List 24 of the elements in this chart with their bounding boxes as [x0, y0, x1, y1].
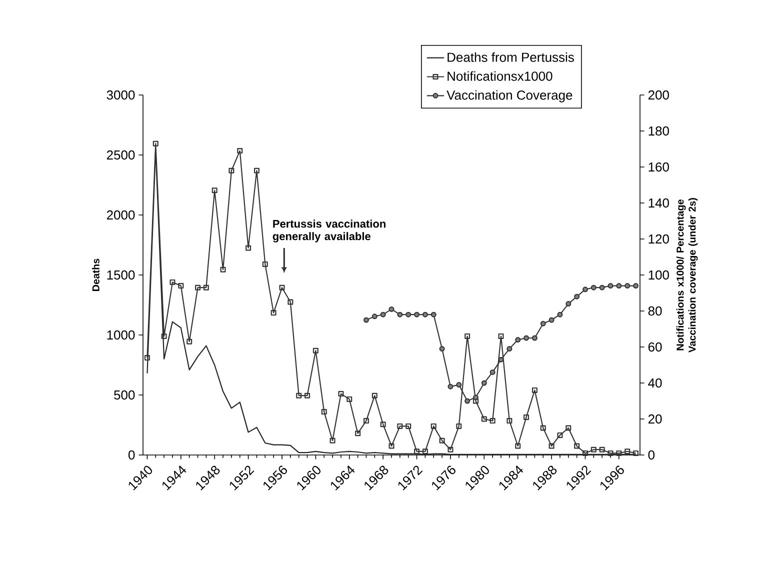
y-tick-label: 0 — [128, 450, 135, 460]
y2-tick-label: 120 — [648, 234, 669, 244]
y2-tick-label: 60 — [648, 342, 662, 352]
y2-tick-label: 200 — [648, 90, 669, 100]
y2-tick-label: 20 — [648, 414, 662, 424]
y2-tick-label: 140 — [648, 198, 669, 208]
y2-tick-label: 160 — [648, 162, 669, 172]
y-tick-label: 1500 — [107, 270, 135, 280]
y2-tick-label: 100 — [648, 270, 669, 280]
y-axis-title: Deaths — [92, 258, 100, 291]
legend-label: Vaccination Coverage — [446, 90, 572, 102]
y2-tick-label: 40 — [648, 378, 662, 388]
y2-tick-label: 180 — [648, 126, 669, 136]
legend-label: Notificationsx1000 — [448, 71, 552, 81]
annotation: Pertussis vaccination generally available — [272, 220, 386, 242]
y-tick-label: 500 — [114, 390, 135, 400]
y-tick-label: 1000 — [107, 330, 135, 340]
y2-tick-label: 0 — [648, 450, 655, 460]
y-tick-label: 2500 — [106, 150, 135, 160]
y2-tick-label: 80 — [648, 306, 662, 316]
y-tick-label: 2000 — [106, 210, 135, 220]
legend-label: Deaths from Pertussis — [448, 52, 574, 62]
y2-axis-title: Notifications x1000/ Percentage Vaccination coverage (under 2s) — [676, 198, 698, 352]
y-tick-label: 3000 — [106, 90, 135, 100]
